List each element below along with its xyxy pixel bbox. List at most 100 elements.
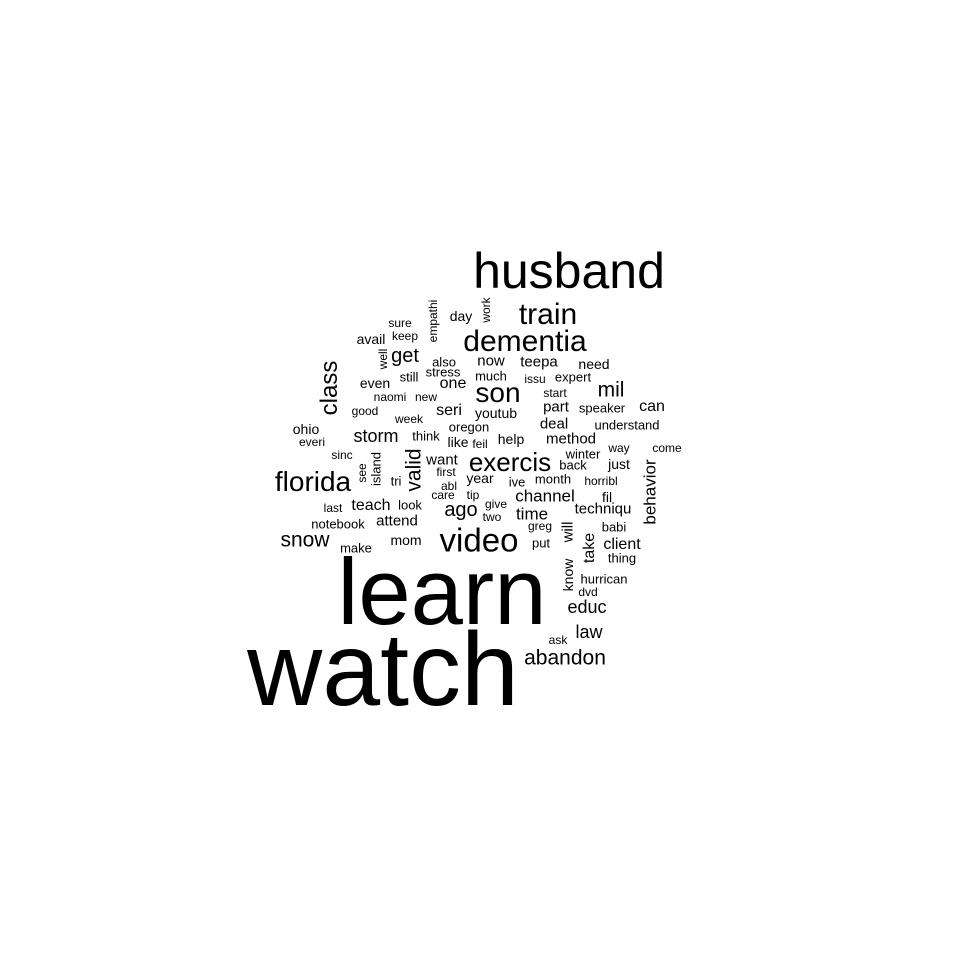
word-valid: valid <box>402 448 426 492</box>
word-know: know <box>560 558 576 592</box>
word-come: come <box>652 441 682 455</box>
word-will: will <box>559 521 577 543</box>
word-method: method <box>545 430 597 448</box>
word-ago: ago <box>444 499 478 521</box>
word-new: new <box>414 390 438 404</box>
word-client: client <box>603 536 641 553</box>
word-teach: teach <box>351 497 391 514</box>
word-abandon: abandon <box>524 646 606 670</box>
word-month: month <box>534 471 572 487</box>
word-thing: thing <box>607 550 637 566</box>
word-video: video <box>439 521 519 559</box>
word-channel: channel <box>515 486 575 506</box>
word-florida: florida <box>274 466 352 497</box>
word-care: care <box>431 488 455 502</box>
word-week: week <box>394 412 424 426</box>
word-winter: winter <box>565 446 601 462</box>
word-first: first <box>436 465 456 479</box>
word-much: much <box>475 368 507 384</box>
word-watch: watch <box>247 612 519 728</box>
word-horribl: horribl <box>584 474 618 488</box>
word-one: one <box>439 375 467 392</box>
word-mom: mom <box>390 532 422 548</box>
word-techniqu: techniqu <box>574 500 632 518</box>
word-now: now <box>477 352 505 370</box>
word-husband: husband <box>473 243 665 299</box>
word-expert: expert <box>554 369 592 385</box>
word-behavior: behavior <box>640 459 660 525</box>
word-everi: everi <box>298 435 326 449</box>
word-attend: attend <box>376 512 418 530</box>
word-tip: tip <box>466 488 480 502</box>
word-well: well <box>376 348 390 370</box>
word-even: even <box>359 375 391 391</box>
word-issu: issu <box>524 372 546 386</box>
word-avail: avail <box>356 331 386 347</box>
word-see: see <box>355 463 369 483</box>
word-seri: seri <box>436 402 462 419</box>
word-make: make <box>340 540 372 556</box>
word-abl: abl <box>440 479 458 493</box>
word-son: son <box>475 377 521 408</box>
word-naomi: naomi <box>373 390 407 404</box>
word-notebook: notebook <box>311 516 365 532</box>
word-good: good <box>351 404 379 418</box>
word-deal: deal <box>539 415 569 433</box>
word-dvd: dvd <box>578 585 598 599</box>
word-babi: babi <box>601 519 627 535</box>
word-want: want <box>426 451 458 469</box>
word-empathi: empathi <box>426 299 440 343</box>
word-look: look <box>398 497 422 513</box>
word-stress: stress <box>425 364 461 380</box>
word-exercis: exercis <box>468 447 552 477</box>
word-also: also <box>432 354 456 370</box>
word-part: part <box>543 398 569 416</box>
word-just: just <box>608 456 630 472</box>
word-get: get <box>391 345 419 367</box>
word-fil: fil <box>601 489 613 505</box>
word-day: day <box>449 308 473 324</box>
word-sinc: sinc <box>331 448 353 462</box>
word-way: way <box>608 441 630 455</box>
word-ohio: ohio <box>292 421 320 437</box>
word-oregon: oregon <box>448 419 490 435</box>
word-island: island <box>368 452 384 486</box>
word-last: last <box>323 501 343 515</box>
word-snow: snow <box>280 528 330 552</box>
word-hurrican: hurrican <box>580 571 628 587</box>
word-teepa: teepa <box>520 353 558 371</box>
word-educ: educ <box>567 597 607 617</box>
word-storm: storm <box>353 426 399 446</box>
word-start: start <box>543 386 567 400</box>
word-help: help <box>497 431 525 447</box>
word-like: like <box>447 434 469 450</box>
word-tri: tri <box>390 473 402 489</box>
word-work: work <box>479 297 493 323</box>
word-back: back <box>559 457 587 473</box>
word-speaker: speaker <box>578 400 626 416</box>
word-youtub: youtub <box>474 405 518 421</box>
word-greg: greg <box>527 519 553 533</box>
word-can: can <box>639 398 665 415</box>
word-ask: ask <box>548 633 568 647</box>
word-put: put <box>531 535 551 551</box>
word-understand: understand <box>594 417 660 433</box>
word-train: train <box>518 298 578 331</box>
word-law: law <box>575 622 603 642</box>
word-feil: feil <box>472 437 488 451</box>
word-learn: learn <box>337 539 547 644</box>
word-mil: mil <box>597 378 625 402</box>
word-give: give <box>484 497 508 511</box>
word-year: year <box>466 470 494 486</box>
word-dementia: dementia <box>463 325 587 358</box>
word-think: think <box>412 428 440 444</box>
word-need: need <box>578 356 610 372</box>
word-class: class <box>316 360 343 416</box>
word-keep: keep <box>391 329 419 343</box>
word-ive: ive <box>508 474 526 490</box>
word-still: still <box>399 369 419 385</box>
word-time: time <box>515 504 549 524</box>
word-sure: sure <box>388 316 412 330</box>
word-take: take <box>581 532 598 564</box>
